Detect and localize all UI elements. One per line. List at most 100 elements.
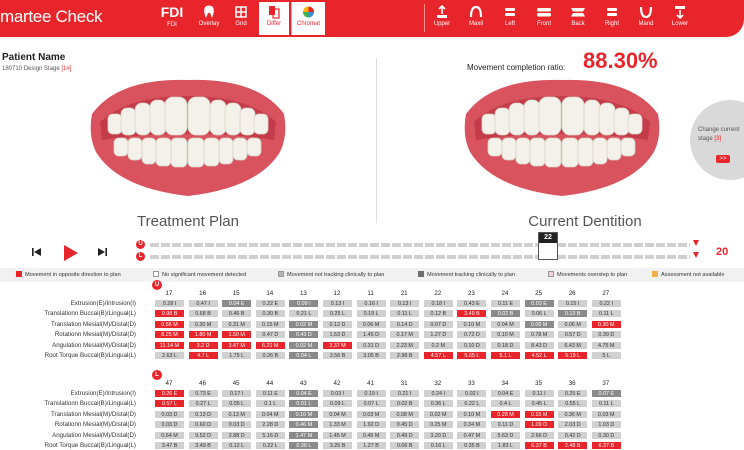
movement-cell[interactable]: 0.03 E (523, 299, 555, 308)
movement-cell[interactable]: 0.04 E (288, 389, 320, 398)
movement-cell[interactable]: 0.06 M (557, 319, 589, 329)
movement-cell[interactable]: 0.04 M (322, 409, 353, 419)
movement-cell[interactable]: 0.11 L (590, 309, 622, 319)
movement-cell[interactable]: 0.04 E (490, 389, 521, 398)
movement-cell[interactable]: 0.12 B (422, 309, 454, 319)
movement-cell[interactable]: 0.19 I (355, 389, 387, 398)
movement-cell[interactable]: 0.15 M (254, 319, 286, 329)
movement-cell[interactable]: 1.80 M (187, 330, 219, 340)
movement-cell[interactable]: 1.53 D (322, 330, 353, 340)
movement-cell[interactable]: 0.13 B (557, 309, 589, 319)
movement-cell[interactable]: 0.30 B (254, 309, 286, 319)
movement-cell[interactable]: 0.18 I (422, 299, 454, 308)
movement-cell[interactable]: 4.57 L (422, 351, 454, 360)
movement-cell[interactable]: 1.45 D (355, 330, 387, 340)
current-dentition-teeth-model[interactable] (462, 76, 662, 201)
movement-cell[interactable]: 1.83 L (490, 441, 521, 450)
movement-cell[interactable]: 0.46 B (221, 309, 253, 319)
movement-cell[interactable]: 4.75 M (590, 340, 622, 350)
overlay-button[interactable]: Overlay (196, 2, 222, 35)
movement-cell[interactable]: 0.57 D (557, 330, 589, 340)
movement-cell[interactable]: 0.16 I (355, 299, 387, 308)
lower-stage-track[interactable] (150, 255, 690, 259)
movement-cell[interactable]: 2.23 M (389, 340, 421, 350)
grid-button[interactable]: Grid (229, 2, 253, 35)
movement-cell[interactable]: 0.64 M (154, 430, 185, 440)
movement-cell[interactable]: 0.08 M (389, 409, 421, 419)
movement-cell[interactable]: 1.27 B (355, 441, 387, 450)
chromat-button[interactable]: Chromat (291, 2, 325, 35)
movement-cell[interactable]: 0.02 M (288, 319, 320, 329)
movement-cell[interactable]: 0.47 I (187, 299, 219, 308)
movement-cell[interactable]: 0.98 B (154, 309, 185, 319)
movement-cell[interactable]: 0.07 D (422, 319, 454, 329)
movement-cell[interactable]: 0.42 D (557, 430, 589, 440)
movement-cell[interactable]: 0.13 I (389, 299, 421, 308)
mand-view-button[interactable]: Mand (632, 2, 660, 35)
movement-cell[interactable]: 4.7 L (187, 351, 219, 360)
movement-cell[interactable]: 0.01 L (288, 399, 320, 409)
movement-cell[interactable]: 0.17 I (221, 389, 253, 398)
movement-cell[interactable]: 0.10 D (456, 340, 488, 350)
movement-cell[interactable]: 0.10 M (490, 330, 521, 340)
movement-cell[interactable]: 0.15 M (523, 409, 555, 419)
movement-cell[interactable]: 4.52 L (523, 351, 555, 360)
movement-cell[interactable]: 0.16 L (422, 441, 454, 450)
movement-cell[interactable]: 3.47 B (154, 441, 185, 450)
movement-cell[interactable]: 1.92 D (355, 420, 387, 430)
movement-cell[interactable]: 0.78 M (523, 330, 555, 340)
movement-cell[interactable]: 3.2 D (187, 340, 219, 350)
movement-cell[interactable]: 0.02 M (422, 409, 454, 419)
movement-cell[interactable]: 0.06 L (523, 309, 555, 319)
movement-cell[interactable]: 0.30 M (590, 319, 622, 329)
movement-cell[interactable]: 0.25 M (422, 420, 454, 430)
movement-cell[interactable]: 0.11 D (490, 420, 521, 430)
movement-cell[interactable]: 6.21 M (254, 340, 286, 350)
movement-cell[interactable]: 0.06 M (523, 319, 555, 329)
movement-cell[interactable]: 0.60 D (187, 420, 219, 430)
movement-cell[interactable]: 1.45 M (322, 430, 353, 440)
movement-cell[interactable]: 0.03 D (221, 420, 253, 430)
movement-cell[interactable]: 0.26 E (154, 389, 185, 398)
movement-cell[interactable]: 0.45 L (523, 399, 555, 409)
movement-cell[interactable]: 1.75 L (221, 351, 253, 360)
movement-cell[interactable]: 0.55 L (557, 399, 589, 409)
movement-cell[interactable]: 0.21 L (288, 309, 320, 319)
movement-cell[interactable]: 2.88 D (221, 430, 253, 440)
movement-cell[interactable]: 6.43 M (557, 340, 589, 350)
movement-cell[interactable]: 0.11 E (254, 389, 286, 398)
movement-cell[interactable]: 0.03 D (154, 409, 185, 419)
movement-cell[interactable]: 0.49 D (389, 430, 421, 440)
movement-cell[interactable]: 0.47 D (254, 330, 286, 340)
movement-cell[interactable]: 0.1 L (254, 399, 286, 409)
movement-cell[interactable]: 0.43 D (288, 330, 320, 340)
movement-cell[interactable]: 11.14 M (154, 340, 185, 350)
movement-cell[interactable]: 0.73 E (187, 389, 219, 398)
movement-cell[interactable]: 6.37 B (523, 441, 555, 450)
movement-cell[interactable]: 9.52 D (187, 430, 219, 440)
movement-cell[interactable]: 5.63 D (490, 430, 521, 440)
movement-cell[interactable]: 2.66 D (523, 430, 555, 440)
movement-cell[interactable]: 1.09 D (523, 420, 555, 430)
movement-cell[interactable]: 0.10 M (288, 409, 320, 419)
maxil-view-button[interactable]: Maxil (462, 2, 490, 35)
movement-cell[interactable]: 2.98 B (389, 351, 421, 360)
movement-cell[interactable]: 0.31 M (221, 319, 253, 329)
movement-cell[interactable]: 0.68 B (187, 309, 219, 319)
movement-cell[interactable]: 0.09 I (288, 299, 320, 308)
movement-cell[interactable]: 5.65 L (456, 351, 488, 360)
movement-cell[interactable]: 5.1 L (490, 351, 521, 360)
movement-cell[interactable]: 1.50 M (221, 330, 253, 340)
movement-cell[interactable]: 0.12 D (322, 319, 353, 329)
movement-cell[interactable]: 0.02 B (389, 399, 421, 409)
movement-cell[interactable]: 1.33 M (322, 420, 353, 430)
movement-cell[interactable]: 0.02 I (456, 389, 488, 398)
movement-cell[interactable]: 2.48 B (557, 441, 589, 450)
movement-cell[interactable]: 0.13 D (187, 409, 219, 419)
movement-cell[interactable]: 3.49 B (456, 309, 488, 319)
movement-cell[interactable]: 0.03 D (154, 420, 185, 430)
movement-cell[interactable]: 0.25 L (322, 309, 353, 319)
movement-cell[interactable]: 0.14 D (389, 319, 421, 329)
upper-view-button[interactable]: Upper (428, 2, 456, 35)
previous-stage-button[interactable] (32, 248, 41, 258)
